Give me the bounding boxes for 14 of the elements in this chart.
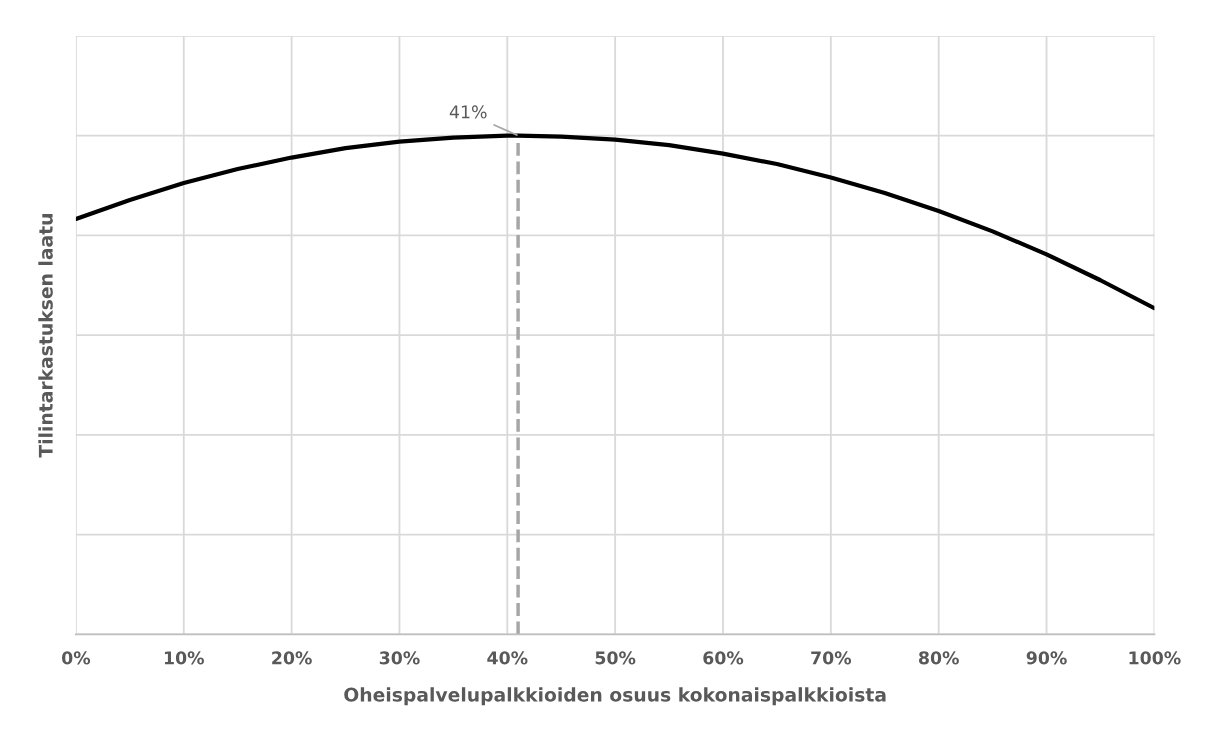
x-tick-label: 50% <box>595 651 636 665</box>
x-tick-label: 70% <box>811 651 852 665</box>
x-tick-label: 0% <box>62 651 91 665</box>
x-axis-title: Oheispalvelupalkkioiden osuus kokonaispalkkioista <box>344 687 886 706</box>
x-tick-label: 10% <box>164 651 204 665</box>
x-tick-label: 60% <box>703 651 744 665</box>
ref-line-label: 41% <box>449 105 487 119</box>
x-tick-label: 90% <box>1026 651 1067 665</box>
x-tick-label: 80% <box>918 651 959 665</box>
x-tick-label: 30% <box>379 651 420 665</box>
x-tick-label: 100% <box>1129 651 1181 665</box>
x-tick-label: 20% <box>272 651 312 665</box>
x-tick-label: 40% <box>487 651 528 665</box>
y-axis-title: Tilintarkastuksen laatu <box>38 214 53 458</box>
